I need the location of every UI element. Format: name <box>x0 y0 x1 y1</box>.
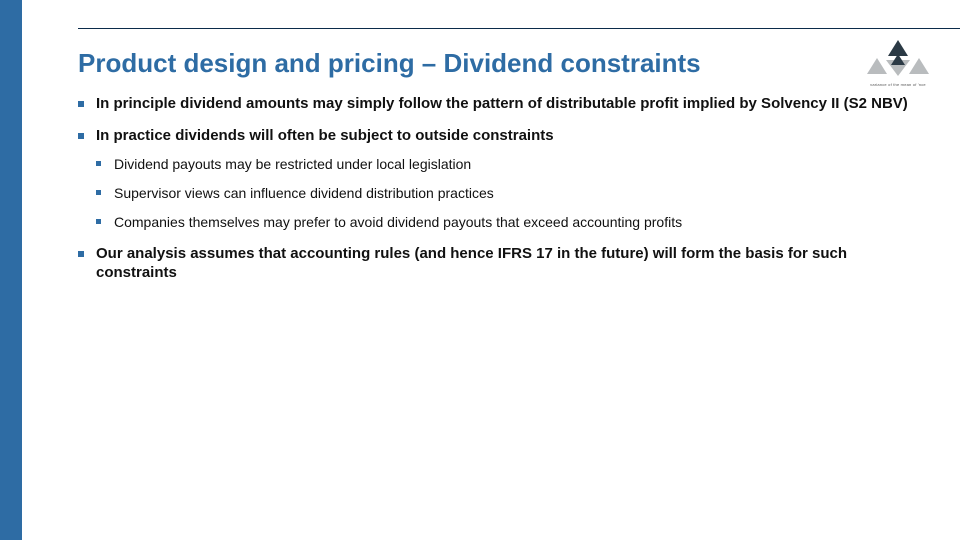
content-area: In principle dividend amounts may simply… <box>78 94 920 295</box>
left-sidebar-accent <box>0 0 22 540</box>
top-divider <box>78 28 960 29</box>
bullet-list: In principle dividend amounts may simply… <box>78 94 920 283</box>
bullet-item: In principle dividend amounts may simply… <box>78 94 920 114</box>
bullet-item: Our analysis assumes that accounting rul… <box>78 244 920 283</box>
bullet-text: Our analysis assumes that accounting rul… <box>96 245 847 282</box>
sub-bullet-text: Companies themselves may prefer to avoid… <box>114 214 682 230</box>
triangle-logo-icon <box>864 40 932 80</box>
sub-bullet-text: Supervisor views can influence dividend … <box>114 185 494 201</box>
slide: Product design and pricing – Dividend co… <box>0 0 960 540</box>
bullet-text: In principle dividend amounts may simply… <box>96 95 908 112</box>
sub-bullet-item: Companies themselves may prefer to avoid… <box>96 213 920 232</box>
brand-logo: variance of the mean of 'nce <box>864 40 932 90</box>
bullet-item: In practice dividends will often be subj… <box>78 126 920 232</box>
slide-title: Product design and pricing – Dividend co… <box>78 48 701 79</box>
sub-bullet-item: Dividend payouts may be restricted under… <box>96 155 920 174</box>
bullet-text: In practice dividends will often be subj… <box>96 127 554 144</box>
sub-bullet-list: Dividend payouts may be restricted under… <box>96 155 920 232</box>
sub-bullet-text: Dividend payouts may be restricted under… <box>114 156 471 172</box>
sub-bullet-item: Supervisor views can influence dividend … <box>96 184 920 203</box>
logo-caption: variance of the mean of 'nce <box>864 82 932 87</box>
